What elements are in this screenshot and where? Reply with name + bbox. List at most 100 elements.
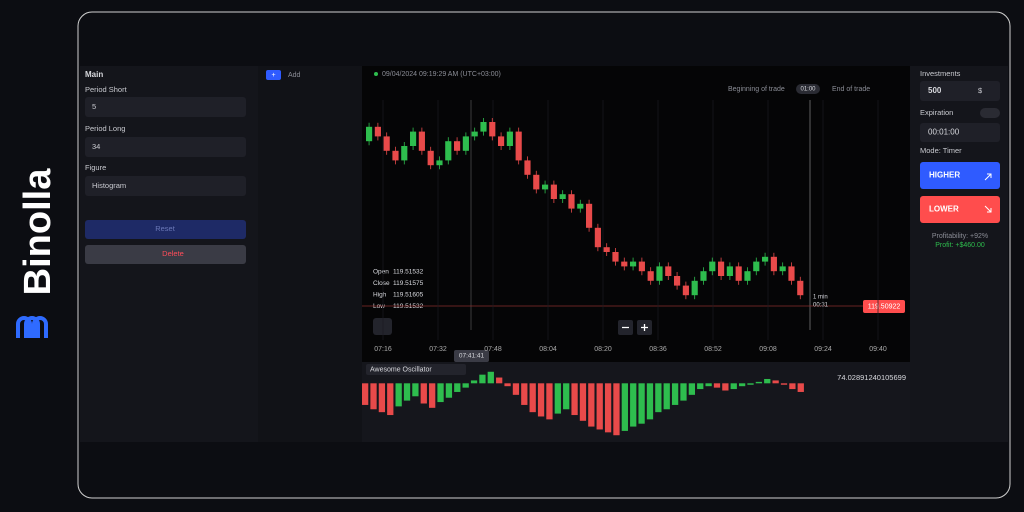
candle: [665, 266, 672, 276]
oscillator-bar: [387, 383, 394, 416]
oscillator-bar: [412, 383, 419, 397]
time-label: 07:16: [374, 346, 392, 353]
time-label: 08:36: [649, 346, 667, 353]
toggle[interactable]: [980, 108, 1000, 118]
candle: [682, 285, 689, 296]
add-button[interactable]: [266, 70, 281, 80]
time-label: 09:40: [869, 346, 887, 353]
add-label: Add: [288, 72, 301, 79]
candle: [383, 136, 390, 151]
zoom-icons: [622, 324, 648, 331]
lower-label: LOWER: [929, 205, 959, 214]
oscillator-bar: [378, 383, 386, 413]
oscillator-bar: [705, 383, 712, 387]
oscillator-bar: [630, 383, 637, 427]
timer: 01:00: [800, 87, 816, 93]
ohlc-label: Low: [373, 303, 385, 310]
oscillator-bar: [504, 383, 511, 387]
candle: [533, 174, 540, 190]
oscillator-bar: [646, 383, 654, 420]
amount-input[interactable]: [920, 81, 1000, 101]
oscillator-bar: [454, 383, 461, 392]
candle: [762, 256, 769, 262]
button-label: Delete: [162, 249, 184, 258]
oscillator-bar: [395, 383, 402, 407]
amount: 500: [928, 86, 942, 95]
oscillator-bar: [429, 383, 436, 408]
field-label: Figure: [85, 163, 106, 172]
candle: [700, 271, 707, 281]
oscillator-bar: [655, 383, 662, 413]
live-dot: [374, 72, 378, 76]
candle: [744, 271, 751, 281]
price-badge: [863, 300, 905, 313]
input-value: 34: [92, 142, 100, 151]
oscillator-bar: [579, 383, 587, 421]
cursor-time-badge: [454, 350, 489, 362]
trade-panel: [910, 66, 1008, 442]
oscillator-bar: [755, 381, 763, 384]
oscillator-bar: [730, 383, 737, 390]
oscillator-bar: [512, 383, 520, 395]
candle: [735, 266, 742, 281]
oscillator-bar: [537, 383, 545, 417]
oscillator-bar: [370, 383, 377, 410]
ohlc-value: 119.51575: [393, 280, 424, 287]
field-label: Period Long: [85, 124, 125, 133]
mode: Mode: Timer: [920, 146, 962, 155]
oscillator-bar: [496, 377, 503, 384]
oscillator-bar: [479, 374, 486, 384]
select[interactable]: [85, 176, 246, 196]
time-label: 09:24: [814, 346, 832, 353]
candle: [621, 261, 628, 267]
trade-start: Beginning of trade: [728, 86, 785, 93]
candle: [612, 252, 619, 262]
button-label: Reset: [155, 224, 176, 233]
oscillator-bar: [747, 383, 754, 385]
higher-button[interactable]: [920, 162, 1000, 189]
candle: [753, 261, 760, 272]
oscillator-bar: [797, 383, 804, 392]
lower-button[interactable]: [920, 196, 1000, 223]
delete-button[interactable]: [85, 245, 246, 264]
oscillator-bar: [764, 378, 771, 384]
trade-end: End of trade: [832, 86, 870, 93]
oscillator-bar: [613, 383, 620, 436]
oscillator-bar: [462, 383, 469, 388]
currency: $: [978, 86, 983, 95]
oscillator-bar: [529, 383, 536, 413]
candle: [718, 261, 725, 276]
datetime: 09/04/2024 09:19:29 AM (UTC+03:00): [382, 71, 501, 78]
input[interactable]: [85, 97, 246, 117]
candle: [691, 280, 698, 296]
up-arrow: [984, 173, 992, 181]
oscillator-bar: [604, 383, 612, 433]
oscillator-bar: [445, 383, 453, 398]
indicator-tag: [366, 364, 466, 375]
candle: [770, 256, 777, 272]
oscillator-bar: [521, 383, 528, 405]
input[interactable]: [85, 137, 246, 157]
candle: [427, 150, 434, 166]
indicator-list: [258, 66, 362, 442]
reset-button[interactable]: [85, 220, 246, 239]
brand: Binolla: [17, 168, 59, 296]
oscillator-bar: [713, 383, 721, 388]
current-price: 119.50922: [868, 303, 901, 310]
down-arrow: [984, 205, 992, 213]
candle: [542, 184, 549, 190]
settings-button[interactable]: [373, 318, 392, 335]
candle: [498, 136, 505, 146]
candle: [489, 122, 496, 137]
oscillator-bar: [420, 383, 427, 404]
candle: [392, 150, 399, 161]
candle: [515, 131, 522, 161]
candle: [559, 194, 566, 199]
oscillator-bar: [772, 380, 779, 384]
expiration-input[interactable]: [920, 123, 1000, 142]
candle: [480, 122, 487, 132]
candle: [462, 136, 469, 151]
indicator-value: 74.02891240105699: [837, 373, 906, 382]
